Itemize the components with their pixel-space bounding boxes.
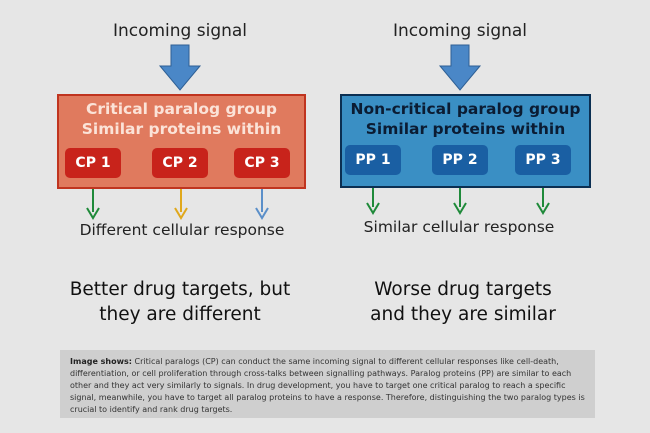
right-signal-label: Incoming signal <box>392 21 528 41</box>
pp2-box: PP 2 <box>432 145 488 175</box>
left-signal-label: Incoming signal <box>112 21 248 41</box>
pp1-box: PP 1 <box>345 145 401 175</box>
cp1-box: CP 1 <box>65 148 121 178</box>
right-response-label: Similar cellular response <box>363 218 555 236</box>
left-response-label: Different cellular response <box>79 221 285 239</box>
left-verdict: Better drug targets, but they are differ… <box>50 277 310 327</box>
incoming-arrow-right <box>438 44 482 91</box>
left-verdict-line1: Better drug targets, but <box>69 279 291 300</box>
right-verdict-line2: and they are similar <box>370 304 556 325</box>
pp3-box: PP 3 <box>515 145 571 175</box>
cp3-box: CP 3 <box>234 148 290 178</box>
left-verdict-line2: they are different <box>99 304 261 325</box>
caption-heading: Image shows: <box>70 357 132 366</box>
non-critical-group-title: Non-critical paralog group <box>350 100 581 118</box>
caption-text: Critical paralogs (CP) can conduct the s… <box>70 357 585 414</box>
non-critical-group-subtitle: Similar proteins within <box>365 120 566 138</box>
cp2-box: CP 2 <box>152 148 208 178</box>
caption-box: Image shows: Critical paralogs (CP) can … <box>60 350 595 418</box>
incoming-arrow-left <box>158 44 202 91</box>
right-verdict: Worse drug targets and they are similar <box>333 277 593 327</box>
critical-group-title: Critical paralog group <box>85 100 278 118</box>
right-verdict-line1: Worse drug targets <box>374 279 552 300</box>
critical-group-subtitle: Similar proteins within <box>81 120 282 138</box>
